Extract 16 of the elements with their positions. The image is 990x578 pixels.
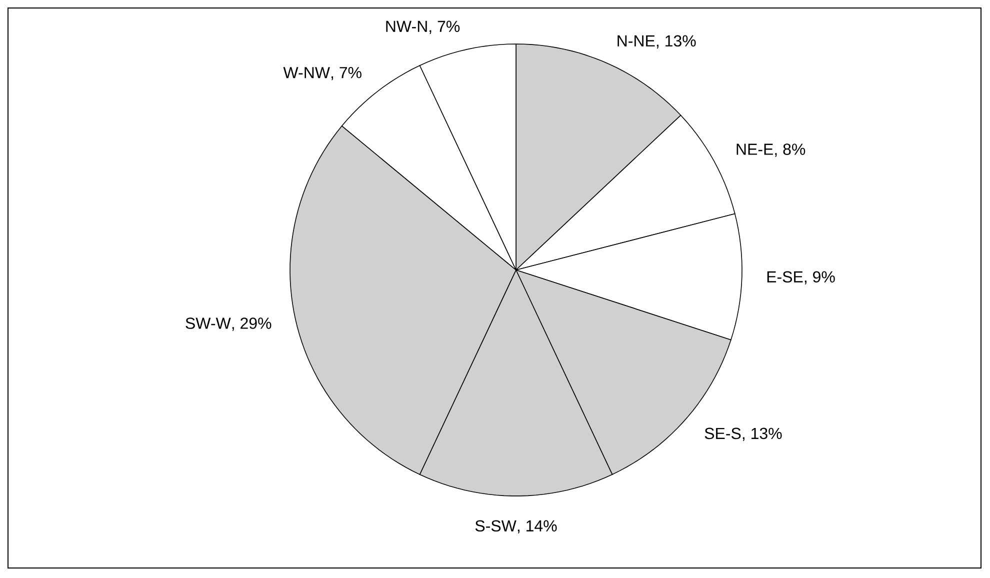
data-label: , 7% (331, 66, 362, 80)
slice-label: E-SE (767, 271, 803, 283)
data-label: , 13% (656, 35, 696, 48)
slice-label: NW-N (386, 20, 427, 32)
slice-label: W-NW (283, 67, 330, 78)
data-label: , 13% (742, 428, 782, 441)
slice-label: N-NE (618, 35, 655, 46)
slice-label: S-SW (475, 520, 516, 532)
data-label: , 9% (804, 271, 835, 284)
data-label: , 7% (430, 20, 460, 34)
data-label: , 14% (518, 520, 557, 534)
data-label: , 8% (775, 144, 806, 157)
slice-label: SW-W (186, 318, 231, 329)
data-label: , 29% (232, 318, 272, 331)
slice-label: NE-E (736, 144, 773, 155)
slice-label: SE-S (704, 428, 741, 440)
